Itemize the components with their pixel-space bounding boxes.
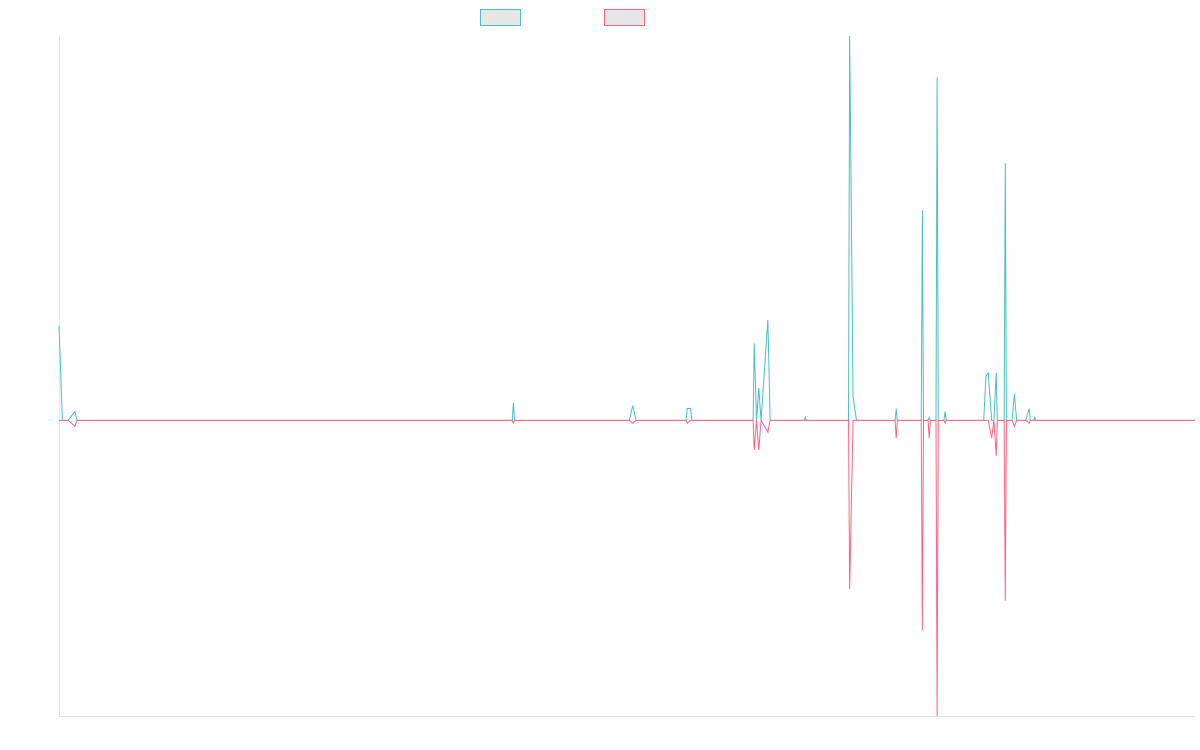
- axes: [59, 36, 1195, 717]
- series-line-1: [58, 35, 1195, 421]
- legend: [480, 9, 645, 26]
- legend-swatch-1[interactable]: [480, 9, 521, 26]
- series-line-2: [59, 418, 1195, 717]
- legend-swatch-2[interactable]: [604, 9, 645, 26]
- series-layer: [58, 35, 1195, 717]
